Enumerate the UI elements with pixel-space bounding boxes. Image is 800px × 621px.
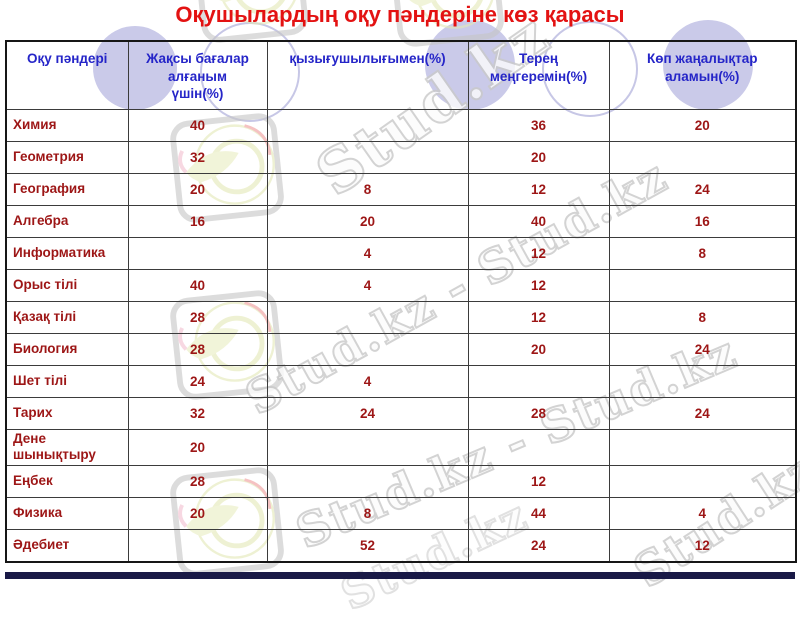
- subject-cell: Физика: [5, 497, 129, 531]
- value-cell: 12: [467, 172, 610, 206]
- value-cell: 24: [608, 172, 797, 206]
- value-cell: 28: [467, 396, 610, 430]
- value-cell: 20: [467, 332, 610, 366]
- value-cell: 40: [127, 108, 268, 142]
- value-cell: 8: [266, 172, 469, 206]
- value-cell: 20: [127, 497, 268, 531]
- value-cell: 24: [467, 529, 610, 563]
- value-cell: 16: [608, 204, 797, 238]
- value-cell: [608, 428, 797, 467]
- table-row: Физика 20 8 44 4: [5, 497, 797, 531]
- value-cell: 4: [266, 236, 469, 270]
- value-cell: 24: [127, 364, 268, 398]
- value-cell: 44: [467, 497, 610, 531]
- value-cell: 4: [608, 497, 797, 531]
- value-cell: 8: [608, 236, 797, 270]
- subject-cell: Тарих: [5, 396, 129, 430]
- value-cell: 20: [127, 172, 268, 206]
- value-cell: 28: [127, 332, 268, 366]
- subject-cell: Шет тілі: [5, 364, 129, 398]
- value-cell: 16: [127, 204, 268, 238]
- table-row: Әдебиет 52 24 12: [5, 529, 797, 563]
- table-header: Оқу пәндері Жақсы бағалар алғаным үшін(%)…: [5, 40, 797, 110]
- value-cell: [608, 268, 797, 302]
- value-cell: 20: [608, 108, 797, 142]
- value-cell: [608, 364, 797, 398]
- subject-cell: Информатика: [5, 236, 129, 270]
- value-cell: 8: [608, 300, 797, 334]
- value-cell: [266, 332, 469, 366]
- column-header-3: Терең меңгеремін(%): [467, 40, 610, 110]
- table-row: Геометрия 32 20: [5, 140, 797, 174]
- value-cell: [266, 465, 469, 499]
- column-header-4: Көп жаңалықтар аламын(%): [608, 40, 797, 110]
- subject-cell: Қазақ тілі: [5, 300, 129, 334]
- value-cell: 24: [608, 396, 797, 430]
- table-row: Қазақ тілі 28 12 8: [5, 300, 797, 334]
- value-cell: 12: [467, 268, 610, 302]
- table-row: Алгебра 16 20 40 16: [5, 204, 797, 238]
- value-cell: [608, 140, 797, 174]
- page-title: Оқушылардың оқу пәндеріне көз қарасы: [175, 2, 625, 27]
- table-row: Еңбек 28 12: [5, 465, 797, 499]
- subject-cell: Геометрия: [5, 140, 129, 174]
- value-cell: 32: [127, 140, 268, 174]
- value-cell: 20: [127, 428, 268, 467]
- value-cell: 52: [266, 529, 469, 563]
- value-cell: 12: [467, 465, 610, 499]
- value-cell: 8: [266, 497, 469, 531]
- subject-cell: Еңбек: [5, 465, 129, 499]
- value-cell: [266, 140, 469, 174]
- value-cell: 4: [266, 268, 469, 302]
- value-cell: [127, 529, 268, 563]
- subject-cell: Биология: [5, 332, 129, 366]
- value-cell: [467, 428, 610, 467]
- header-row: Оқу пәндері Жақсы бағалар алғаным үшін(%)…: [5, 40, 797, 110]
- value-cell: [266, 428, 469, 467]
- value-cell: 32: [127, 396, 268, 430]
- subject-cell: Дене шынықтыру: [5, 428, 129, 467]
- table-row: Тарих 32 24 28 24: [5, 396, 797, 430]
- subject-cell: География: [5, 172, 129, 206]
- table-body: Химия 40 36 20 Геометрия 32 20 География 20 8 12 24…: [5, 108, 797, 563]
- value-cell: 12: [467, 300, 610, 334]
- value-cell: 40: [467, 204, 610, 238]
- value-cell: 28: [127, 300, 268, 334]
- page: Stud.kz Stud.kz - Stud.kz Stud.kz - Stud…: [5, 0, 800, 621]
- value-cell: 24: [266, 396, 469, 430]
- value-cell: 20: [467, 140, 610, 174]
- value-cell: [266, 108, 469, 142]
- table-row: Дене шынықтыру 20: [5, 428, 797, 467]
- value-cell: 40: [127, 268, 268, 302]
- subject-cell: Химия: [5, 108, 129, 142]
- table-row: Химия 40 36 20: [5, 108, 797, 142]
- column-header-2: қызығушылығымен(%): [266, 40, 469, 110]
- table-row: Информатика 4 12 8: [5, 236, 797, 270]
- bottom-bar: [5, 572, 795, 579]
- value-cell: [608, 465, 797, 499]
- column-header-1: Жақсы бағалар алғаным үшін(%): [127, 40, 268, 110]
- table-row: Шет тілі 24 4: [5, 364, 797, 398]
- column-header-0: Оқу пәндері: [5, 40, 129, 110]
- value-cell: 20: [266, 204, 469, 238]
- table-row: География 20 8 12 24: [5, 172, 797, 206]
- value-cell: 36: [467, 108, 610, 142]
- subject-cell: Алгебра: [5, 204, 129, 238]
- table-row: Биология 28 20 24: [5, 332, 797, 366]
- subject-cell: Әдебиет: [5, 529, 129, 563]
- value-cell: 12: [608, 529, 797, 563]
- value-cell: 28: [127, 465, 268, 499]
- value-cell: [127, 236, 268, 270]
- value-cell: 12: [467, 236, 610, 270]
- value-cell: [467, 364, 610, 398]
- value-cell: 24: [608, 332, 797, 366]
- survey-table: Оқу пәндері Жақсы бағалар алғаным үшін(%)…: [5, 40, 797, 563]
- subject-cell: Орыс тілі: [5, 268, 129, 302]
- table-row: Орыс тілі 40 4 12: [5, 268, 797, 302]
- value-cell: [266, 300, 469, 334]
- value-cell: 4: [266, 364, 469, 398]
